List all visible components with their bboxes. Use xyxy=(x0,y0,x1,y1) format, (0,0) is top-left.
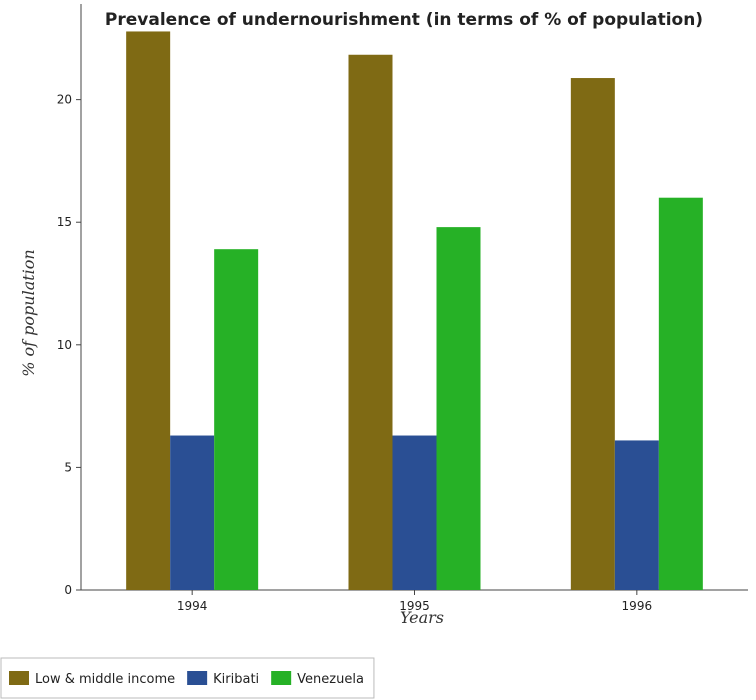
x-ticks: 1994 1995 1996 xyxy=(177,590,652,613)
bar xyxy=(436,227,481,590)
legend-label: Venezuela xyxy=(297,672,364,687)
bar xyxy=(214,249,259,590)
x-tick-label: 1996 xyxy=(622,599,653,613)
legend-swatch xyxy=(187,671,208,685)
bar xyxy=(170,435,215,590)
bar xyxy=(392,435,437,590)
bar xyxy=(570,78,615,590)
y-ticks: 0 5 10 15 20 xyxy=(57,93,81,597)
x-axis-label: Years xyxy=(400,608,444,627)
bar xyxy=(126,31,171,591)
x-tick-label: 1994 xyxy=(177,599,208,613)
legend-swatch xyxy=(271,671,292,685)
legend-swatch xyxy=(9,671,29,685)
bar xyxy=(348,54,393,591)
bar xyxy=(658,197,703,591)
y-axis-label: % of population xyxy=(19,249,38,377)
y-tick-label: 15 xyxy=(57,215,72,229)
legend: Low & middle income Kiribati Venezuela xyxy=(0,657,375,699)
bars xyxy=(126,31,703,591)
bar xyxy=(614,440,659,590)
y-tick-label: 10 xyxy=(57,338,72,352)
legend-label: Low & middle income xyxy=(35,672,175,687)
chart-title: Prevalence of undernourishment (in terms… xyxy=(105,10,703,30)
x-tick-label: 1995 xyxy=(399,599,430,613)
y-tick-label: 0 xyxy=(64,583,72,597)
legend-label: Kiribati xyxy=(213,672,259,687)
y-tick-label: 5 xyxy=(64,460,72,474)
y-tick-label: 20 xyxy=(57,93,72,107)
